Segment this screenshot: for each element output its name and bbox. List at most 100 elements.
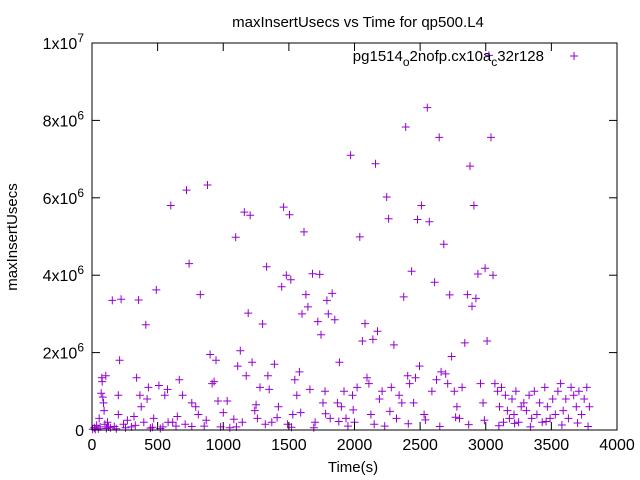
- data-point: [238, 418, 247, 427]
- data-point: [423, 103, 432, 112]
- data-point: [370, 420, 379, 429]
- data-point: [315, 270, 324, 279]
- data-point: [404, 419, 413, 428]
- data-point: [191, 402, 200, 411]
- x-tick-label: 4000: [599, 437, 635, 454]
- data-point: [342, 414, 350, 423]
- chart-title: maxInsertUsecs vs Time for qp500.L4: [232, 14, 484, 31]
- x-tick-label: 500: [144, 437, 171, 454]
- data-point: [355, 232, 364, 241]
- data-point: [265, 385, 274, 394]
- data-point: [137, 402, 146, 411]
- data-point: [493, 387, 502, 396]
- data-point: [303, 302, 312, 311]
- data-point: [321, 409, 330, 418]
- data-point: [510, 410, 518, 419]
- data-point: [464, 420, 473, 429]
- data-point: [556, 379, 565, 388]
- data-point: [95, 414, 104, 423]
- data-point: [582, 383, 591, 392]
- data-point: [115, 356, 124, 365]
- data-point: [439, 240, 448, 249]
- data-point: [371, 159, 380, 168]
- data-point: [443, 379, 452, 388]
- data-point: [403, 371, 412, 380]
- data-point: [102, 424, 111, 433]
- data-point: [202, 416, 211, 425]
- data-point: [164, 418, 173, 427]
- data-point: [187, 398, 196, 407]
- data-point: [236, 346, 245, 355]
- data-point: [279, 203, 288, 212]
- data-point: [430, 278, 439, 287]
- data-point: [322, 296, 331, 305]
- y-axis-label: maxInsertUsecs: [4, 183, 21, 291]
- data-point: [99, 398, 108, 407]
- data-point: [194, 410, 203, 419]
- data-point: [240, 208, 249, 217]
- data-point: [123, 416, 132, 425]
- y-tick-label: 4x106: [43, 263, 85, 285]
- data-point: [567, 383, 576, 392]
- data-point: [551, 410, 560, 419]
- data-point: [378, 387, 387, 396]
- data-point: [382, 193, 391, 201]
- data-point: [427, 387, 436, 396]
- data-point: [483, 337, 492, 345]
- data-point: [479, 398, 488, 407]
- data-point: [548, 395, 557, 403]
- x-tick-label: 1000: [205, 437, 241, 454]
- data-point: [252, 400, 261, 409]
- data-point: [543, 402, 552, 411]
- data-point: [117, 295, 126, 304]
- data-point: [508, 395, 516, 403]
- legend-marker: [570, 52, 578, 60]
- data-point: [343, 422, 352, 431]
- legend: pg1514o2nofp.cx10ac32r128: [353, 48, 578, 69]
- data-point: [363, 373, 371, 382]
- data-point: [196, 290, 205, 299]
- data-point: [487, 133, 495, 142]
- data-point: [450, 387, 459, 396]
- data-point: [181, 420, 190, 429]
- data-point: [131, 421, 140, 430]
- data-point: [231, 233, 240, 242]
- x-tick-label: 2500: [402, 437, 438, 454]
- data-point: [353, 383, 362, 392]
- data-point: [514, 418, 523, 427]
- data-point: [130, 412, 138, 421]
- data-point: [361, 319, 369, 328]
- data-point: [295, 367, 304, 376]
- data-point: [460, 338, 469, 347]
- data-point: [437, 367, 446, 376]
- data-point: [425, 217, 434, 226]
- data-point: [326, 414, 335, 423]
- data-point: [519, 398, 528, 407]
- data-point: [455, 414, 464, 423]
- data-point: [214, 397, 222, 405]
- axes: 0 500 1000 1500 2000 2500 3000 3500 4000 0 2x106 4x…: [43, 31, 635, 454]
- data-point: [212, 356, 220, 365]
- data-point: [387, 383, 396, 392]
- y-tick-label: 8x106: [43, 108, 85, 130]
- x-tick-label: 2000: [337, 437, 373, 454]
- data-point: [335, 358, 344, 367]
- x-tick-label: 3500: [534, 437, 570, 454]
- data-point: [489, 271, 497, 280]
- data-point: [261, 420, 270, 429]
- data-point: [333, 398, 342, 407]
- data-point: [163, 385, 172, 394]
- data-point: [540, 383, 549, 392]
- data-point: [182, 186, 191, 195]
- data-point: [98, 377, 107, 386]
- data-point: [242, 371, 251, 380]
- data-point: [103, 418, 112, 427]
- data-point: [146, 424, 155, 433]
- data-point: [139, 418, 148, 427]
- data-point: [233, 362, 242, 371]
- data-point: [452, 402, 461, 411]
- data-point: [490, 379, 499, 388]
- data-point: [573, 419, 582, 427]
